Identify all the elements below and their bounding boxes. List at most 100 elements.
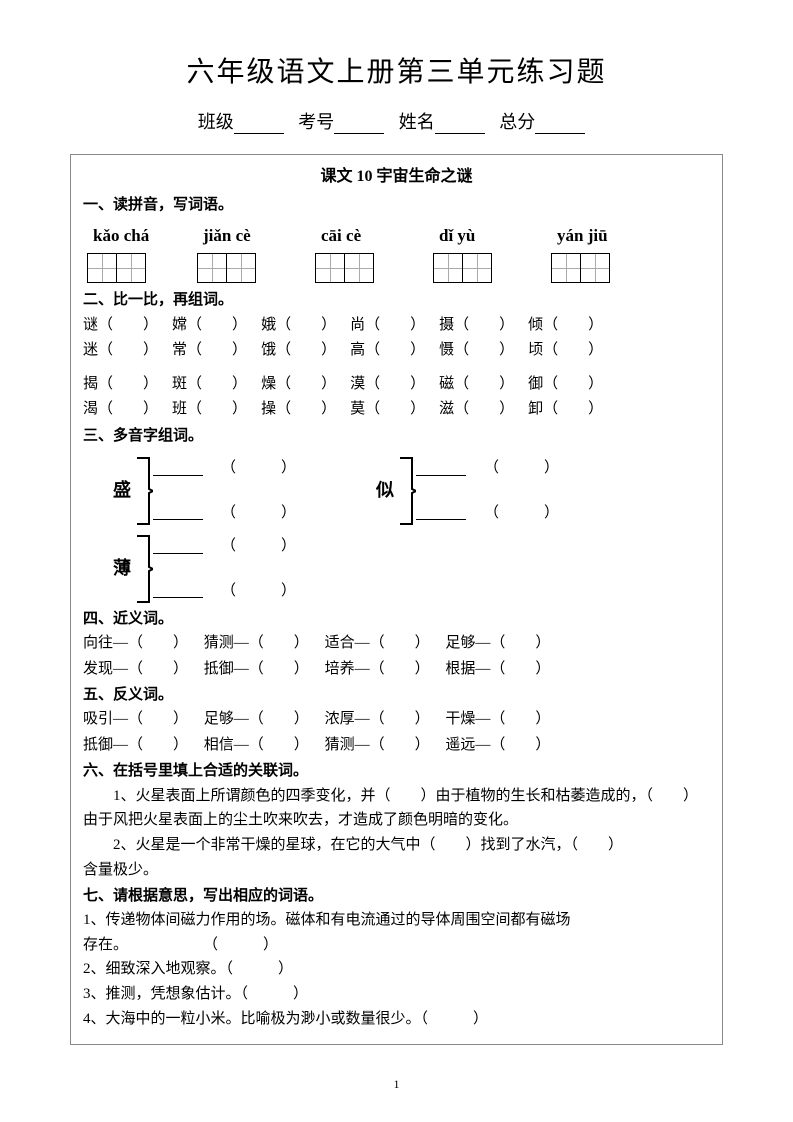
q6-2a: 2、火星是一个非常干燥的星球，在它的大气中（ ）找到了水汽，（ ） (83, 833, 710, 858)
syn-word: 根据 (445, 661, 475, 677)
header-fields: 班级 考号 姓名 总分 (70, 108, 723, 134)
char-box[interactable] (344, 253, 374, 283)
worksheet-content: 课文 10 宇宙生命之谜 一、读拼音，写词语。 kǎo chá jiǎn cè … (70, 154, 723, 1045)
section-4-heading: 四、近义词。 (83, 608, 710, 631)
poly-blank[interactable] (153, 540, 203, 554)
q6-2b: 含量极少。 (83, 858, 710, 883)
poly-paren[interactable]: （ ） (221, 457, 296, 480)
total-blank[interactable] (535, 114, 585, 134)
q7-1a: 1、传递物体间磁力作用的场。磁体和有电流通过的导体周围空间都有磁场 (83, 908, 710, 933)
syn-word: 向往 (83, 635, 113, 651)
bracket-icon (135, 456, 153, 526)
ant-word: 浓厚 (325, 711, 355, 727)
compare-char: 尚 (350, 317, 365, 333)
compare-char: 慑 (439, 342, 454, 358)
poly-blank[interactable] (153, 506, 203, 520)
compare-char: 摄 (439, 317, 454, 333)
ant-word: 吸引 (83, 711, 113, 727)
char-box[interactable] (551, 253, 581, 283)
class-blank[interactable] (234, 114, 284, 134)
box-group (197, 253, 315, 283)
synonym-row: 向往—（ ） 猜测—（ ） 适合—（ ） 足够—（ ） (83, 631, 710, 657)
char-box[interactable] (226, 253, 256, 283)
char-box[interactable] (87, 253, 117, 283)
antonym-row: 抵御—（ ） 相信—（ ） 猜测—（ ） 遥远—（ ） (83, 733, 710, 759)
poly-paren[interactable]: （ ） (221, 535, 296, 558)
antonym-row: 吸引—（ ） 足够—（ ） 浓厚—（ ） 干燥—（ ） (83, 707, 710, 733)
poly-item: 盛 （ ） （ ） (83, 456, 296, 526)
bracket-icon (135, 534, 153, 604)
poly-char: 薄 (113, 555, 131, 583)
char-box[interactable] (580, 253, 610, 283)
poly-char: 盛 (113, 477, 131, 505)
ant-word: 抵御 (83, 737, 113, 753)
syn-word: 猜测 (204, 635, 234, 651)
compare-row: 揭（ ） 斑（ ） 燥（ ） 漠（ ） 磁（ ） 御（ ） (83, 372, 710, 398)
compare-char: 谜 (83, 317, 98, 333)
exam-no-blank[interactable] (334, 114, 384, 134)
compare-char: 滋 (439, 401, 454, 417)
name-blank[interactable] (435, 114, 485, 134)
ant-word: 遥远 (445, 737, 475, 753)
poly-row-1: 盛 （ ） （ ） 似 （ ） （ ） (83, 456, 710, 526)
q7-4: 4、大海中的一粒小米。比喻极为渺小或数量很少。（ ） (83, 1007, 710, 1032)
name-label: 姓名 (399, 112, 435, 132)
pinyin-item: kǎo chá (93, 223, 203, 249)
poly-blank[interactable] (416, 462, 466, 476)
poly-paren[interactable]: （ ） (484, 502, 559, 525)
compare-char: 高 (350, 342, 365, 358)
section-3-heading: 三、多音字组词。 (83, 425, 710, 448)
compare-char: 燥 (261, 376, 276, 392)
syn-word: 抵御 (204, 661, 234, 677)
section-1-heading: 一、读拼音，写词语。 (83, 194, 710, 217)
pinyin-item: yán jiū (557, 223, 675, 249)
poly-blank[interactable] (153, 584, 203, 598)
lesson-title: 课文 10 宇宙生命之谜 (83, 165, 710, 190)
exam-no-label: 考号 (298, 112, 334, 132)
ant-word: 足够 (204, 711, 234, 727)
total-label: 总分 (499, 112, 535, 132)
compare-char: 操 (261, 401, 276, 417)
poly-blank[interactable] (416, 506, 466, 520)
syn-word: 适合 (325, 635, 355, 651)
poly-paren[interactable]: （ ） (221, 502, 296, 525)
q7-3: 3、推测，凭想象估计。（ ） (83, 982, 710, 1007)
q6-1: 1、火星表面上所谓颜色的四季变化，并（ ）由于植物的生长和枯萎造成的，（ ）由于… (83, 784, 710, 834)
char-box[interactable] (197, 253, 227, 283)
char-box[interactable] (116, 253, 146, 283)
compare-char: 御 (528, 376, 543, 392)
poly-row-2: 薄 （ ） （ ） (83, 534, 710, 604)
compare-char: 顷 (528, 342, 543, 358)
compare-char: 班 (172, 401, 187, 417)
ant-word: 相信 (204, 737, 234, 753)
char-box[interactable] (462, 253, 492, 283)
class-label: 班级 (198, 112, 234, 132)
poly-item: 薄 （ ） （ ） (83, 534, 296, 604)
compare-char: 漠 (350, 376, 365, 392)
poly-paren[interactable]: （ ） (484, 457, 559, 480)
compare-char: 磁 (439, 376, 454, 392)
box-group (433, 253, 551, 283)
pinyin-row: kǎo chá jiǎn cè cāi cè dǐ yù yán jiū (83, 223, 710, 249)
poly-blank[interactable] (153, 462, 203, 476)
compare-char: 倾 (528, 317, 543, 333)
syn-word: 培养 (325, 661, 355, 677)
syn-word: 发现 (83, 661, 113, 677)
compare-char: 迷 (83, 342, 98, 358)
section-7-heading: 七、请根据意思，写出相应的词语。 (83, 885, 710, 908)
syn-word: 足够 (445, 635, 475, 651)
section-5-heading: 五、反义词。 (83, 684, 710, 707)
pinyin-item: jiǎn cè (203, 223, 321, 249)
synonym-row: 发现—（ ） 抵御—（ ） 培养—（ ） 根据—（ ） (83, 657, 710, 683)
compare-char: 揭 (83, 376, 98, 392)
ant-word: 干燥 (445, 711, 475, 727)
ant-word: 猜测 (325, 737, 355, 753)
char-box[interactable] (433, 253, 463, 283)
compare-char: 饿 (261, 342, 276, 358)
section-6-heading: 六、在括号里填上合适的关联词。 (83, 760, 710, 783)
char-box[interactable] (315, 253, 345, 283)
bracket-icon (398, 456, 416, 526)
poly-paren[interactable]: （ ） (221, 580, 296, 603)
box-group (551, 253, 669, 283)
boxes-row (83, 253, 710, 283)
